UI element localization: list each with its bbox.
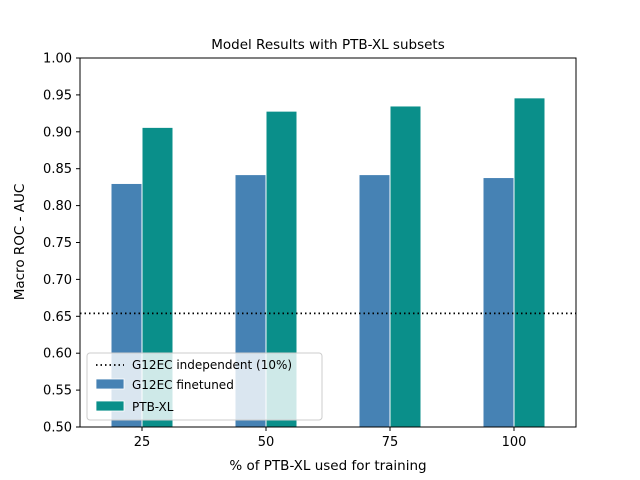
x-tick-label: 50 (258, 435, 275, 450)
bar-ptb-xl-75 (389, 105, 422, 428)
y-axis: 0.50 0.55 0.60 0.65 0.70 0.75 0.80 0.85 0.90 0.95… (43, 52, 80, 436)
legend-swatch-ptb-xl (95, 400, 125, 412)
x-tick-label: 100 (502, 435, 527, 450)
bar-ptb-xl-100 (513, 97, 546, 428)
x-tick-label: 75 (382, 435, 399, 450)
y-tick-label: 0.50 (43, 421, 72, 436)
legend-swatch-g12ec-finetuned (95, 378, 125, 390)
x-axis: 25 50 75 100 (134, 427, 527, 450)
x-axis-label: % of PTB-XL used for training (229, 458, 426, 474)
legend: G12EC independent (10%) G12EC finetuned … (86, 352, 323, 421)
y-tick-label: 0.55 (43, 384, 72, 399)
y-tick-label: 0.65 (43, 310, 72, 325)
y-tick-label: 0.85 (43, 162, 72, 177)
bar-g12ec-finetuned-75 (358, 174, 391, 428)
x-tick-label: 25 (134, 435, 151, 450)
y-tick-label: 1.00 (43, 52, 72, 67)
chart-title: Model Results with PTB-XL subsets (211, 37, 445, 53)
y-tick-label: 0.80 (43, 199, 72, 214)
legend-label-reference-line: G12EC independent (10%) (132, 358, 292, 372)
legend-box (86, 352, 323, 421)
legend-label-g12ec-finetuned: G12EC finetuned (132, 378, 234, 392)
legend-label-ptb-xl: PTB-XL (132, 400, 174, 414)
y-axis-label: Macro ROC - AUC (12, 184, 28, 301)
y-tick-label: 0.70 (43, 273, 72, 288)
y-tick-label: 0.95 (43, 88, 72, 103)
y-tick-label: 0.75 (43, 236, 72, 251)
bar-g12ec-finetuned-100 (482, 177, 515, 428)
y-tick-label: 0.60 (43, 347, 72, 362)
y-tick-label: 0.90 (43, 125, 72, 140)
